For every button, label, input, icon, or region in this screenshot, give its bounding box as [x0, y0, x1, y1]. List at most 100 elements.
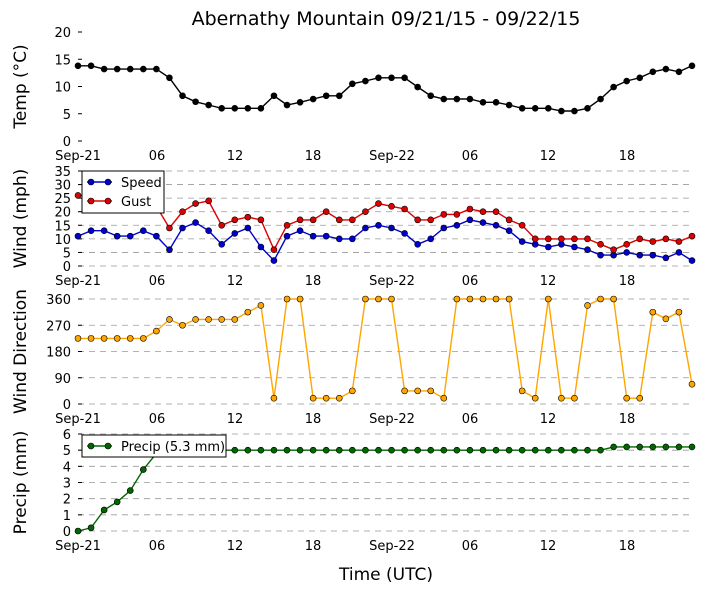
x-tick-label: 12 [540, 412, 557, 427]
data-point [662, 254, 670, 262]
data-point [505, 227, 513, 235]
data-point [453, 446, 461, 454]
data-point [74, 192, 82, 199]
data-point [362, 208, 369, 216]
data-point [244, 446, 252, 454]
data-point [140, 335, 147, 342]
data-point [179, 92, 186, 100]
x-tick-label: 12 [227, 539, 244, 554]
data-point [113, 232, 121, 240]
data-point [296, 227, 304, 235]
data-point [257, 105, 265, 112]
data-point [74, 62, 82, 70]
y-tick-label: 180 [46, 346, 71, 361]
data-point [153, 327, 160, 335]
x-tick-label: Sep-21 [55, 274, 101, 289]
data-point [87, 524, 95, 532]
x-axis-label: Time (UTC) [338, 565, 433, 585]
data-point [231, 216, 239, 224]
data-point [453, 211, 461, 218]
y-tick-label: 4 [63, 460, 71, 475]
data-point [362, 295, 369, 303]
data-point [153, 232, 160, 240]
data-point [296, 216, 304, 224]
data-point [466, 295, 474, 303]
data-point [218, 105, 226, 112]
data-point [623, 240, 630, 248]
data-point [192, 316, 199, 323]
x-tick-label: 12 [227, 412, 244, 427]
data-point [597, 240, 604, 248]
data-point [544, 243, 552, 251]
legend-marker [104, 197, 112, 205]
y-tick-label: 2 [63, 493, 71, 508]
data-point [375, 200, 382, 207]
data-point [414, 446, 421, 454]
data-point [505, 216, 513, 224]
y-tick-label: 35 [54, 165, 71, 180]
data-point [427, 446, 435, 454]
data-point [479, 446, 487, 454]
data-point [244, 105, 252, 112]
legend-marker [104, 442, 112, 450]
data-point [466, 95, 474, 103]
data-point [192, 200, 199, 207]
data-point [571, 243, 578, 251]
y-tick-label: 1 [63, 509, 71, 524]
data-point [296, 99, 304, 106]
data-point [675, 308, 683, 316]
data-point [610, 443, 617, 451]
data-point [126, 335, 134, 342]
data-point [140, 227, 147, 235]
data-point [414, 240, 421, 248]
data-point [466, 205, 474, 213]
y-tick-label: 5 [63, 444, 71, 459]
data-point [309, 446, 317, 454]
data-point [283, 221, 291, 229]
data-point [349, 80, 356, 88]
legend-label: Gust [121, 195, 151, 210]
data-point [636, 394, 644, 402]
data-point [74, 232, 82, 240]
x-tick-label: 06 [462, 274, 479, 289]
data-point [309, 95, 317, 103]
data-point [179, 224, 186, 232]
data-point [205, 197, 212, 205]
data-point [558, 235, 565, 243]
data-point [74, 527, 82, 535]
data-point [362, 224, 369, 232]
data-point [466, 446, 474, 454]
x-tick-label: 06 [462, 539, 479, 554]
data-point [349, 235, 356, 243]
data-point [309, 394, 317, 402]
data-point [662, 235, 670, 243]
y-tick-label: 20 [54, 206, 71, 221]
data-point [153, 65, 160, 73]
data-point [270, 394, 278, 402]
legend-marker [87, 178, 95, 186]
data-point [492, 446, 500, 454]
x-tick-label: 12 [227, 149, 244, 164]
data-point [283, 446, 291, 454]
data-point [623, 77, 630, 85]
data-point [558, 107, 565, 115]
data-point [544, 235, 552, 243]
data-point [179, 321, 186, 329]
data-point [649, 251, 657, 259]
x-tick-label: 06 [149, 274, 166, 289]
data-point [322, 92, 330, 100]
data-point [126, 487, 134, 494]
data-point [518, 238, 526, 245]
data-point [335, 446, 343, 454]
data-point [440, 224, 448, 232]
data-point [688, 380, 696, 388]
data-point [257, 216, 265, 224]
data-point [610, 295, 617, 303]
data-point [584, 235, 591, 243]
legend-marker [87, 442, 95, 450]
x-tick-label: Sep-22 [369, 412, 415, 427]
data-point [440, 95, 448, 103]
data-point [270, 92, 278, 100]
legend: Precip (5.3 mm) [81, 434, 227, 458]
